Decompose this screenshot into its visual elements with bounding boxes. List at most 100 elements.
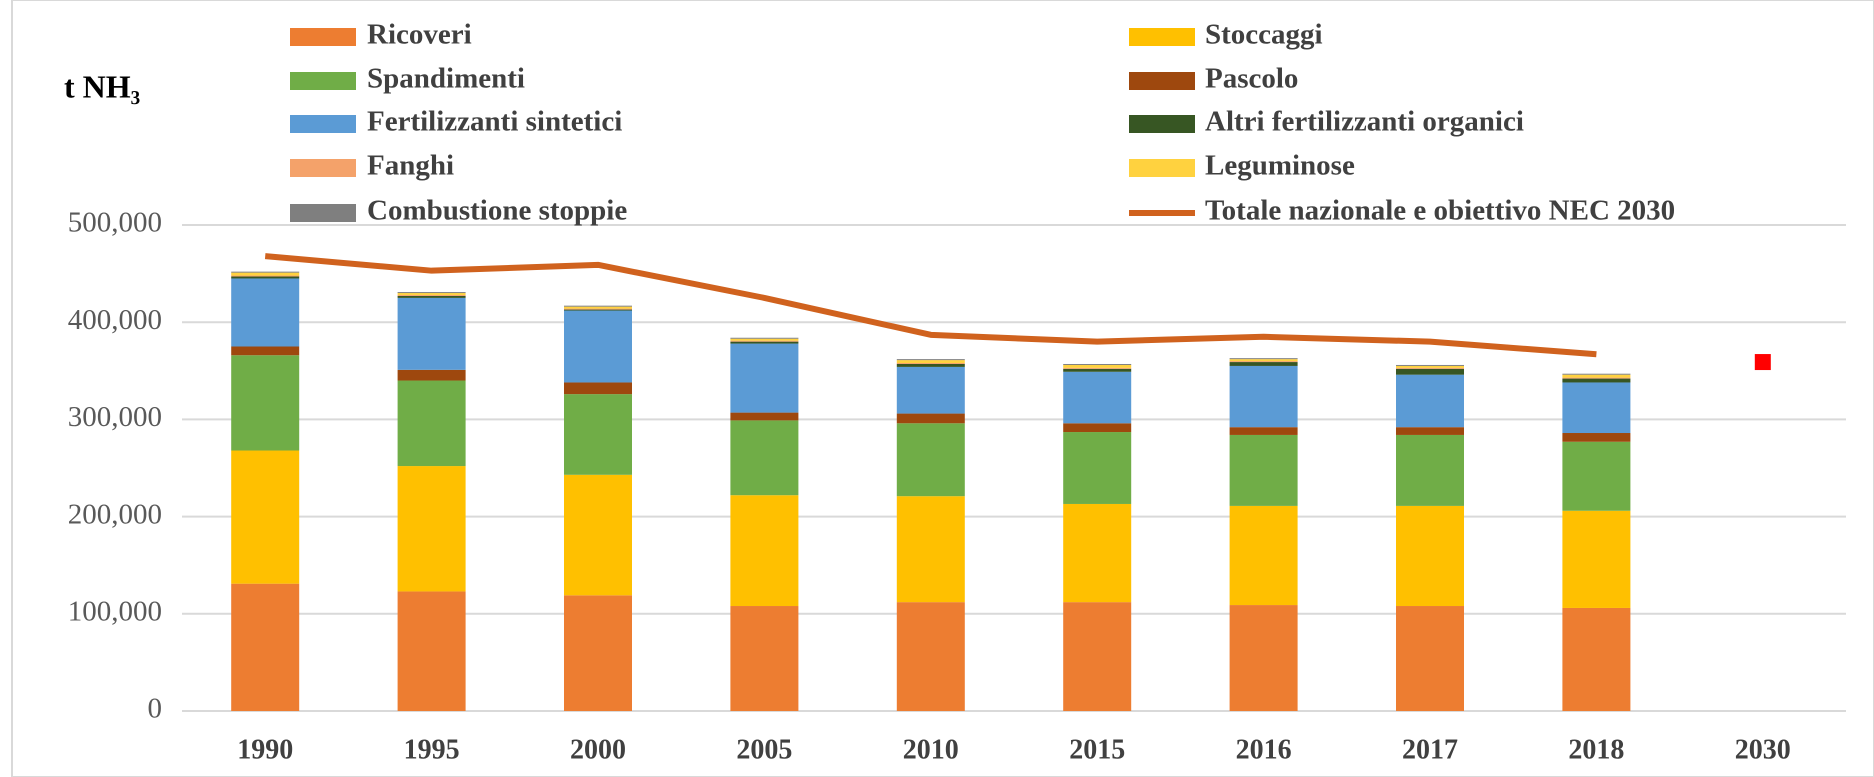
bar-segment: [730, 338, 799, 341]
x-tick-label: 2030: [1735, 734, 1791, 765]
bar-segment: [231, 278, 300, 347]
bar-segment: [397, 292, 466, 294]
bar-segment: [1229, 427, 1298, 435]
bar-segment: [1396, 368, 1464, 375]
x-tick-label: 2000: [570, 734, 626, 765]
bar-segment: [1562, 382, 1631, 434]
legend-label: Spandimenti: [367, 63, 525, 95]
bar-segment: [564, 474, 632, 596]
bar-segment: [896, 359, 965, 361]
legend-swatch: [1129, 28, 1195, 46]
bar-segment: [1229, 359, 1298, 362]
x-tick-label: 2015: [1069, 734, 1125, 765]
legend-label: Pascolo: [1205, 63, 1298, 95]
x-tick-label: 2016: [1236, 734, 1292, 765]
y-axis-label: t NH₃: [64, 68, 140, 104]
x-tick-label: 1995: [404, 734, 460, 765]
bar-segment: [1562, 374, 1631, 378]
bar-segment: [896, 366, 965, 414]
bar-segment: [1562, 378, 1631, 383]
y-tick-label: 300,000: [68, 401, 162, 433]
bar-segment: [397, 380, 466, 467]
x-tick-label: 2017: [1402, 734, 1458, 765]
legend-swatch: [290, 115, 356, 133]
bar-segment: [564, 382, 632, 395]
bar-segment: [397, 591, 466, 711]
bar-segment: [564, 394, 632, 475]
bar-segment: [1063, 423, 1132, 433]
x-tick-label: 2018: [1568, 734, 1624, 765]
chart-frame: [11, 0, 1874, 777]
legend-label: Ricoveri: [367, 19, 472, 51]
bar-segment: [1562, 510, 1631, 608]
bar-segment: [1063, 503, 1132, 603]
bar-segment: [1396, 365, 1464, 368]
bar-segment: [896, 496, 965, 603]
bar-segment: [231, 276, 300, 279]
bar-segment: [1063, 371, 1132, 424]
bar-segment: [896, 423, 965, 497]
legend-label: Leguminose: [1205, 150, 1355, 182]
y-tick-label: 200,000: [68, 498, 162, 530]
bar-segment: [896, 413, 965, 424]
bar-segment: [231, 346, 300, 356]
bar-segment: [1562, 607, 1631, 711]
bar-segment: [564, 305, 632, 307]
legend-swatch: [1129, 115, 1195, 133]
y-tick-label: 500,000: [68, 207, 162, 239]
bar-segment: [730, 412, 799, 421]
legend-swatch: [290, 28, 356, 46]
bar-segment: [1229, 362, 1298, 366]
bar-segment: [1063, 364, 1132, 368]
legend-label: Fertilizzanti sintetici: [367, 106, 622, 138]
bar-segment: [397, 293, 466, 295]
bar-segment: [730, 340, 799, 342]
bar-segment: [1396, 606, 1464, 711]
bar-segment: [730, 495, 799, 607]
bar-segment: [397, 297, 466, 370]
legend-swatch: [1129, 159, 1195, 177]
total-line: [264, 253, 1597, 358]
bar-segment: [1229, 365, 1298, 428]
bar-segment: [1396, 364, 1464, 366]
bar-segment: [397, 295, 466, 298]
bar-segment: [397, 466, 466, 592]
x-tick-label: 2010: [903, 734, 959, 765]
bar-segment: [1063, 602, 1132, 711]
bar-segment: [1229, 434, 1298, 506]
bar-segment: [1396, 367, 1464, 369]
legend-label: Stoccaggi: [1205, 19, 1323, 51]
y-tick-label: 100,000: [68, 595, 162, 627]
bar-segment: [564, 306, 632, 309]
bar-segment: [1229, 605, 1298, 711]
bar-segment: [1396, 427, 1464, 435]
bar-segment: [730, 606, 799, 711]
bar-segment: [1562, 441, 1631, 511]
legend-label: Totale nazionale e obiettivo NEC 2030: [1205, 195, 1675, 227]
bar-segment: [730, 420, 799, 496]
bar-segment: [896, 602, 965, 711]
legend-label: Fanghi: [367, 150, 454, 182]
bar-segment: [730, 341, 799, 344]
y-tick-label: 400,000: [68, 304, 162, 336]
x-tick-label: 2005: [736, 734, 792, 765]
bar-segment: [231, 450, 300, 584]
bar-segment: [1063, 432, 1132, 504]
bar-segment: [564, 308, 632, 310]
bar-segment: [1562, 373, 1631, 375]
bar-segment: [896, 363, 965, 367]
bar-segment: [730, 343, 799, 413]
legend-label: Altri fertilizzanti organici: [1205, 106, 1524, 138]
bar-segment: [1562, 433, 1631, 442]
bar-segment: [1063, 368, 1132, 372]
bar-segment: [1396, 505, 1464, 607]
bar-segment: [1229, 361, 1298, 363]
bar-segment: [231, 583, 300, 711]
legend-swatch: [290, 159, 356, 177]
bar-segment: [730, 337, 799, 339]
bar-segment: [397, 294, 466, 296]
bar-segment: [1229, 505, 1298, 606]
bar-segment: [231, 355, 300, 451]
legend-swatch: [1129, 72, 1195, 90]
bar-segment: [564, 310, 632, 383]
